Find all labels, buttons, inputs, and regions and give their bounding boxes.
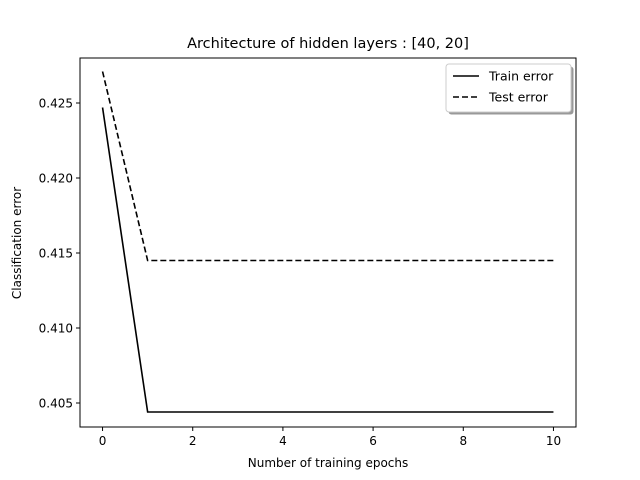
x-axis: 0 2 4 6 8 10 xyxy=(99,427,561,448)
y-tick-label: 0.420 xyxy=(39,172,73,186)
x-tick-label: 8 xyxy=(459,434,467,448)
y-tick-label: 0.425 xyxy=(39,97,73,111)
y-axis-label: Classification error xyxy=(10,187,24,299)
y-tick-label: 0.410 xyxy=(39,322,73,336)
axes-frame xyxy=(79,57,577,428)
x-tick-label: 4 xyxy=(279,434,287,448)
x-tick-label: 6 xyxy=(369,434,377,448)
x-tick-label: 10 xyxy=(546,434,561,448)
y-tick-label: 0.415 xyxy=(39,247,73,261)
y-axis: 0.405 0.410 0.415 0.420 0.425 xyxy=(39,97,80,411)
series-line-train-error xyxy=(101,107,554,413)
series-line-test-error xyxy=(101,71,554,262)
x-tick-label: 0 xyxy=(99,434,107,448)
y-tick-label: 0.405 xyxy=(39,397,73,411)
chart-title: Architecture of hidden layers : [40, 20] xyxy=(187,36,469,52)
x-axis-label: Number of training epochs xyxy=(248,456,409,470)
plot-area xyxy=(101,71,554,413)
legend-label-train-error: Train error xyxy=(488,69,554,84)
legend-label-test-error: Test error xyxy=(488,90,549,105)
legend: Train error Test error xyxy=(445,63,574,115)
x-tick-label: 2 xyxy=(189,434,197,448)
